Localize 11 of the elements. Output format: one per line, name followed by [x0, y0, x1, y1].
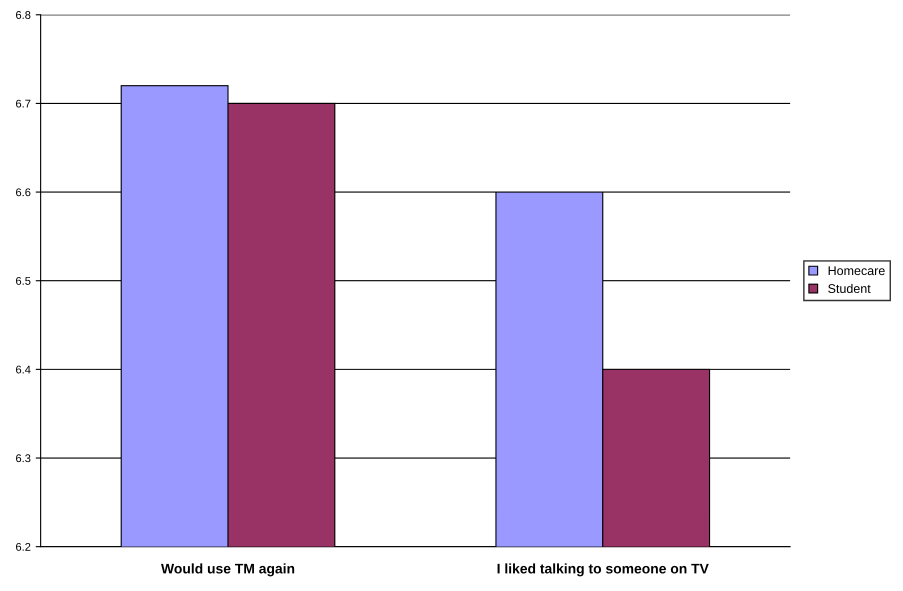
- legend-label: Homecare: [828, 266, 885, 276]
- y-tick-label: 6.8: [16, 11, 30, 19]
- y-tick-label: 6.5: [16, 276, 30, 285]
- x-tick-label: I liked talking to someone on TV: [498, 563, 709, 576]
- legend-label: Student: [828, 284, 871, 294]
- y-tick-label: 6.6: [16, 188, 30, 196]
- x-tick-label: Would use TM again: [161, 563, 294, 576]
- y-tick-label: 6.7: [16, 100, 30, 108]
- y-tick-label: 6.3: [16, 454, 30, 462]
- y-tick-label: 6.2: [16, 542, 30, 551]
- y-tick-label: 6.4: [16, 366, 31, 374]
